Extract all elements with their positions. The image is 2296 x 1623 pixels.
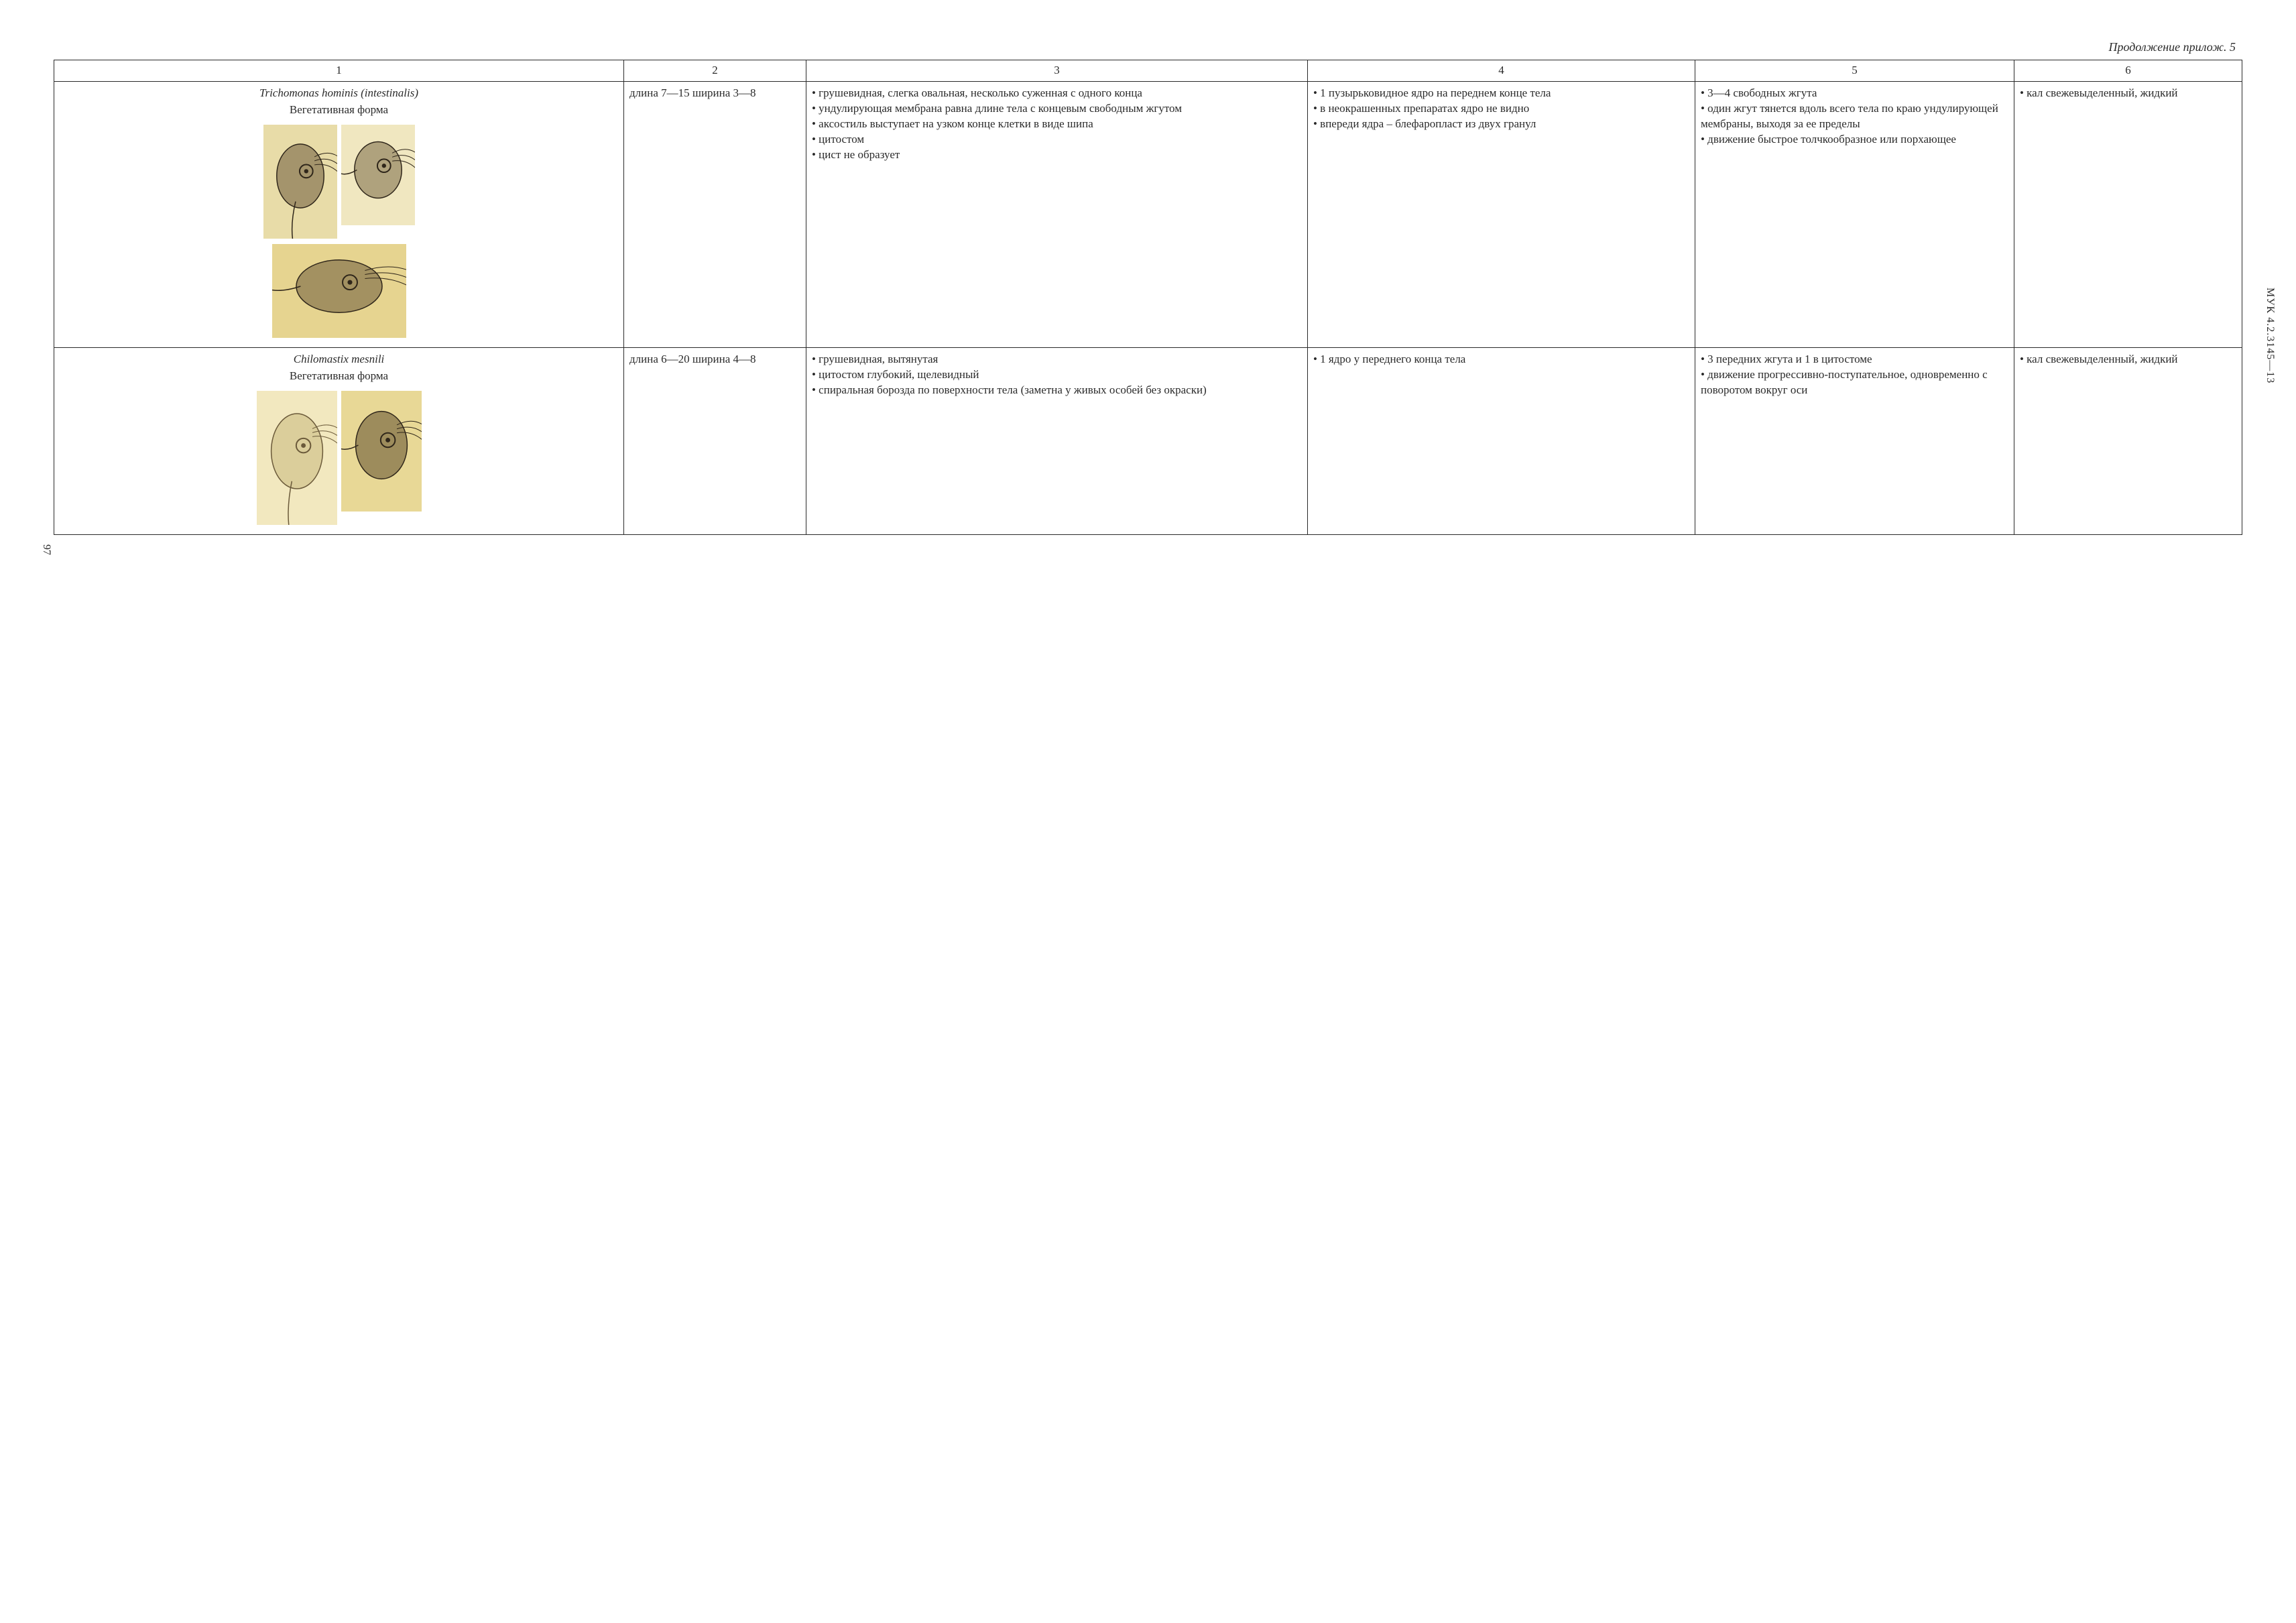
microscopy-image <box>257 391 337 525</box>
microscopy-image <box>272 244 406 338</box>
col-header: 1 <box>54 60 624 82</box>
col-header: 3 <box>806 60 1307 82</box>
col-header: 4 <box>1307 60 1695 82</box>
species-name: Trichomonas hominis (intestinalis) <box>60 86 618 101</box>
form-label: Вегетативная форма <box>60 369 618 384</box>
species-cell: Trichomonas hominis (intestinalis) Вегета… <box>54 81 624 347</box>
species-cell: Chilomastix mesnili Вегетативная форма <box>54 347 624 534</box>
continuation-caption: Продолжение прилож. 5 <box>54 40 2242 54</box>
cell-c4: • 1 пузырьковидное ядро на переднем конц… <box>1307 81 1695 347</box>
cell-c2: длина 6—20 ши­рина 4—8 <box>624 347 806 534</box>
species-name: Chilomastix mesnili <box>60 352 618 367</box>
cell-c6: • кал свежевыде­ленный, жидкий <box>2014 347 2242 534</box>
form-label: Вегетативная форма <box>60 103 618 118</box>
col-header: 5 <box>1695 60 2014 82</box>
microscopy-image <box>341 125 415 239</box>
table-header-row: 1 2 3 4 5 6 <box>54 60 2242 82</box>
table-row: Chilomastix mesnili Вегетативная форма дли… <box>54 347 2242 534</box>
cell-c3: • грушевидная, слегка оваль­ная, несколь… <box>806 81 1307 347</box>
cell-c6: • кал свежевы­деленный, жидкий <box>2014 81 2242 347</box>
cell-c5: • 3 передних жгута и 1 в ци­тостоме• дви… <box>1695 347 2014 534</box>
col-header: 2 <box>624 60 806 82</box>
cell-c5: • 3—4 свобод­ных жгута• один жгут тянетс… <box>1695 81 2014 347</box>
cell-c4: • 1 ядро у переднего конца тела <box>1307 347 1695 534</box>
appendix-table: 1 2 3 4 5 6 Trichomonas hominis (intesti… <box>54 60 2242 535</box>
table-row: Trichomonas hominis (intestinalis) Вегета… <box>54 81 2242 347</box>
microscopy-image <box>341 391 422 525</box>
document-code-label: МУК 4.2.3145—13 <box>2264 288 2276 383</box>
cell-c2: длина 7—15 ши­рина 3—8 <box>624 81 806 347</box>
col-header: 6 <box>2014 60 2242 82</box>
cell-c3: • грушевидная, вытянутая• цитостом глубо… <box>806 347 1307 534</box>
microscopy-image <box>263 125 337 239</box>
page-number: 97 <box>40 544 52 555</box>
